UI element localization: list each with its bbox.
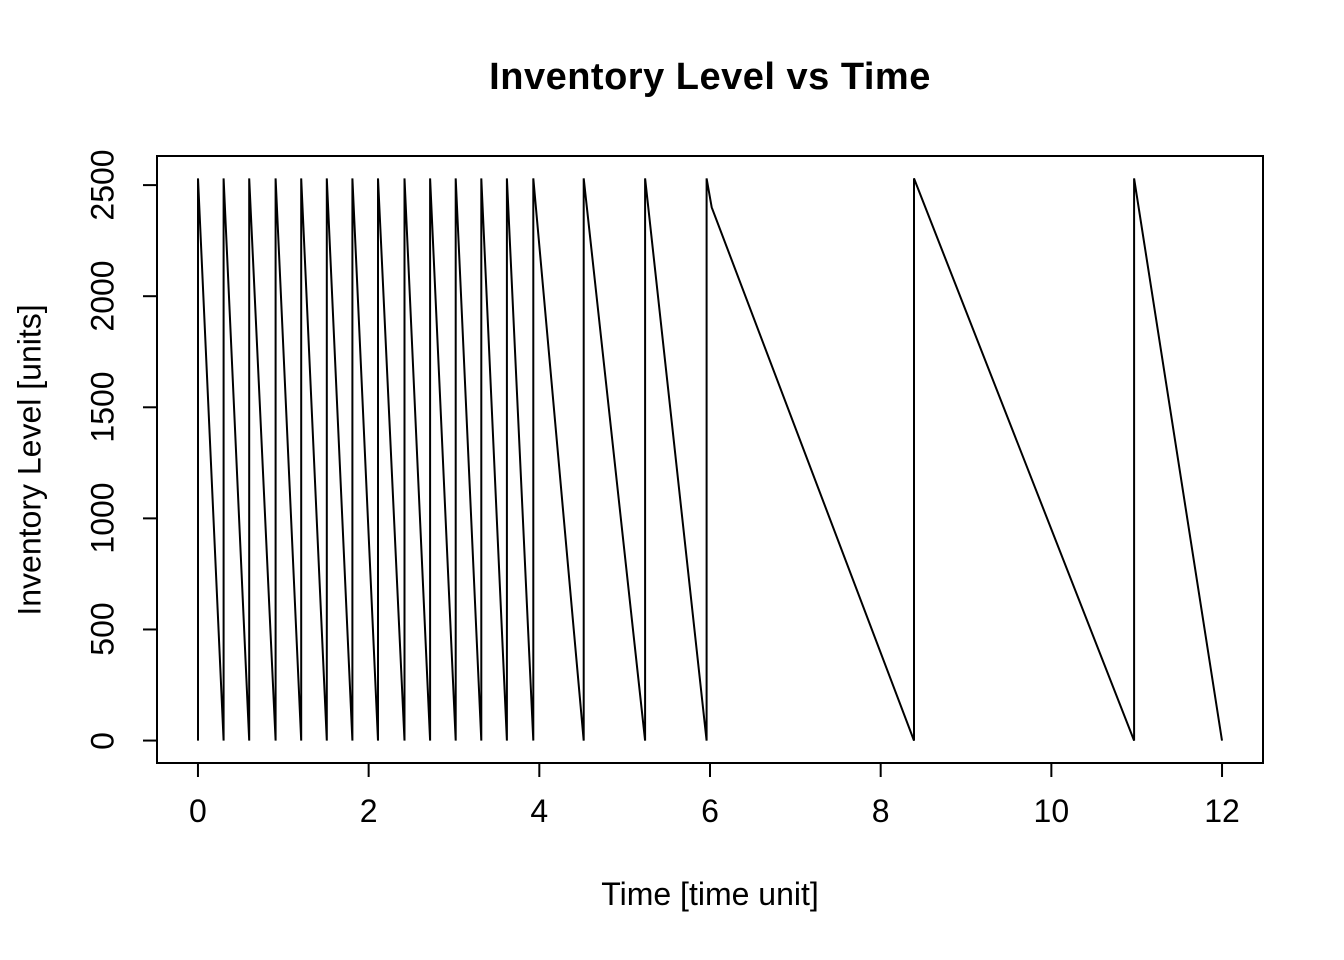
y-tick-label-2: 1000	[84, 482, 121, 554]
y-axis-label: Inventory Level [units]	[11, 304, 48, 616]
x-tick-label-2: 4	[530, 793, 549, 829]
x-tick-label-4: 8	[871, 793, 890, 829]
y-tick-label-0: 0	[84, 731, 121, 750]
y-tick-label-1: 500	[84, 602, 121, 657]
plot-frame	[156, 155, 1264, 764]
x-tick-label-5: 10	[1033, 793, 1070, 829]
x-axis-label: Time [time unit]	[601, 876, 819, 912]
y-tick-label-5: 2500	[84, 149, 121, 221]
inventory-sawtooth-line	[197, 178, 1223, 741]
x-tick-label-3: 6	[701, 793, 719, 829]
x-tick-label-0: 0	[189, 793, 207, 829]
x-tick-label-1: 2	[359, 793, 378, 829]
y-tick-label-3: 1500	[84, 371, 121, 443]
chart-title: Inventory Level vs Time	[489, 56, 931, 98]
x-tick-label-6: 12	[1204, 793, 1240, 829]
y-tick-label-4: 2000	[84, 260, 121, 332]
